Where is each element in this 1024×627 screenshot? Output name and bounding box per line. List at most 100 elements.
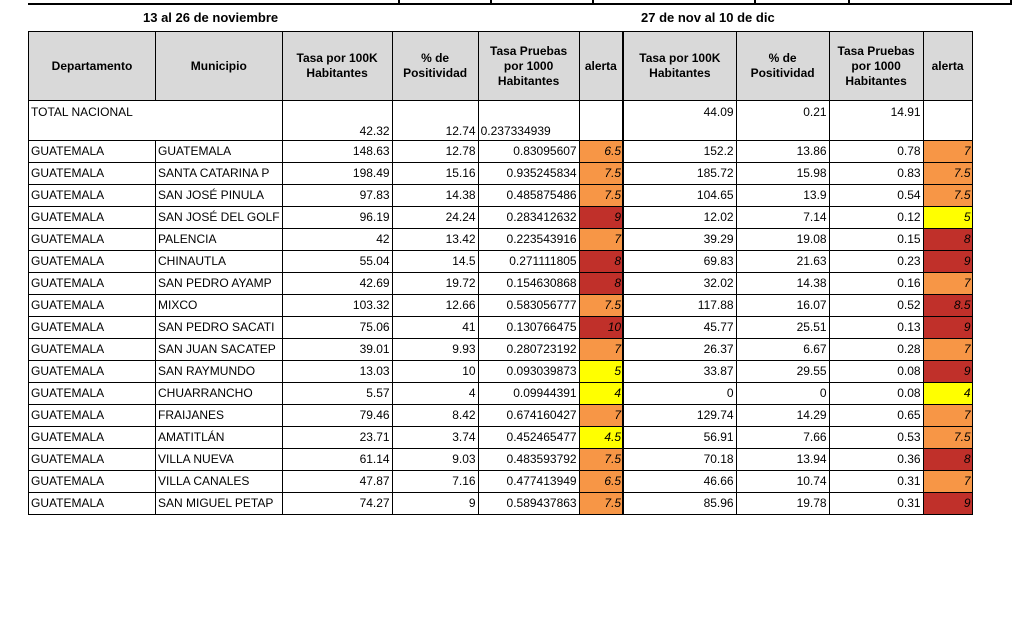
tasa-2-cell: 46.66 [622,470,737,493]
tasa-1-cell: 79.46 [281,404,393,427]
positividad-2-cell: 19.08 [735,228,830,251]
departamento-cell: GUATEMALA [28,228,156,251]
total-tasa-2: 44.09 [622,100,737,141]
tasa-2-cell: 117.88 [622,294,737,317]
tasa-2-cell: 39.29 [622,228,737,251]
departamento-cell: GUATEMALA [28,250,156,273]
alerta-1-cell: 8 [578,250,625,273]
pruebas-2-cell: 0.36 [828,448,924,471]
departamento-cell: GUATEMALA [28,206,156,229]
departamento-cell: GUATEMALA [28,316,156,339]
positividad-2-cell: 13.86 [735,140,830,163]
total-alerta-2 [922,100,973,141]
pruebas-2-cell: 0.15 [828,228,924,251]
pruebas-2-cell: 0.12 [828,206,924,229]
alerta-2-cell: 7 [922,140,973,163]
municipio-cell: CHINAUTLA [155,250,283,273]
municipio-cell: FRAIJANES [155,404,283,427]
pruebas-1-cell: 0.280723192 [477,338,580,361]
alerta-2-cell: 9 [922,250,973,273]
tasa-2-cell: 56.91 [622,426,737,449]
positividad-2-cell: 29.55 [735,360,830,383]
pruebas-2-cell: 0.08 [828,360,924,383]
positividad-1-cell: 12.66 [391,294,479,317]
positividad-2-cell: 21.63 [735,250,830,273]
alerta-1-cell: 7.5 [578,162,625,185]
alerta-1-cell: 10 [578,316,625,339]
table-row: GUATEMALA GUATEMALA 148.63 12.78 0.83095607 6… [28,140,973,163]
top-tick [490,0,492,5]
municipio-cell: SAN PEDRO AYAMP [155,272,283,295]
header-pruebas-1: Tasa Pruebas por 1000 Habitantes [477,31,580,101]
pruebas-1-cell: 0.093039873 [477,360,580,383]
departamento-cell: GUATEMALA [28,294,156,317]
tasa-2-cell: 85.96 [622,492,737,515]
alerta-2-cell: 8 [922,228,973,251]
positividad-1-cell: 12.78 [391,140,479,163]
pruebas-1-cell: 0.674160427 [477,404,580,427]
tasa-1-cell: 42.69 [281,272,393,295]
departamento-cell: GUATEMALA [28,382,156,405]
positividad-1-cell: 9.03 [391,448,479,471]
municipio-cell: SANTA CATARINA P [155,162,283,185]
pruebas-1-cell: 0.223543916 [477,228,580,251]
tasa-1-cell: 42 [281,228,393,251]
alerta-2-cell: 7.5 [922,426,973,449]
municipio-cell: SAN JUAN SACATEP [155,338,283,361]
pruebas-2-cell: 0.78 [828,140,924,163]
tasa-2-cell: 185.72 [622,162,737,185]
positividad-1-cell: 13.42 [391,228,479,251]
tasa-2-cell: 45.77 [622,316,737,339]
table-row: GUATEMALA SAN PEDRO AYAMP 42.69 19.72 0.1546… [28,272,973,295]
alerta-1-cell: 5 [578,360,625,383]
positividad-1-cell: 41 [391,316,479,339]
departamento-cell: GUATEMALA [28,404,156,427]
alerta-2-cell: 8.5 [922,294,973,317]
positividad-2-cell: 25.51 [735,316,830,339]
alerta-2-cell: 7.5 [922,162,973,185]
positividad-2-cell: 16.07 [735,294,830,317]
tasa-1-cell: 55.04 [281,250,393,273]
pruebas-1-cell: 0.485875486 [477,184,580,207]
municipio-cell: SAN PEDRO SACATI [155,316,283,339]
total-positividad-2: 0.21 [735,100,830,141]
municipio-cell: VILLA NUEVA [155,448,283,471]
table-row: GUATEMALA SAN MIGUEL PETAP 74.27 9 0.5894378… [28,492,973,515]
positividad-1-cell: 9 [391,492,479,515]
pruebas-2-cell: 0.83 [828,162,924,185]
data-table: Departamento Municipio Tasa por 100K Habi… [28,31,973,515]
departamento-cell: GUATEMALA [28,448,156,471]
table-row: GUATEMALA CHINAUTLA 55.04 14.5 0.271111805 8 6… [28,250,973,273]
municipio-cell: SAN JOSÉ DEL GOLF [155,206,283,229]
positividad-2-cell: 19.78 [735,492,830,515]
alerta-1-cell: 7.5 [578,294,625,317]
positividad-1-cell: 3.74 [391,426,479,449]
table-row: GUATEMALA SAN JUAN SACATEP 39.01 9.93 0.2807… [28,338,973,361]
alerta-2-cell: 4 [922,382,973,405]
pruebas-1-cell: 0.283412632 [477,206,580,229]
departamento-cell: GUATEMALA [28,426,156,449]
table-row: GUATEMALA CHUARRANCHO 5.57 4 0.09944391 4 0 0 0.… [28,382,973,405]
departamento-cell: GUATEMALA [28,360,156,383]
tasa-2-cell: 70.18 [622,448,737,471]
municipio-cell: SAN JOSÉ PINULA [155,184,283,207]
departamento-cell: GUATEMALA [28,338,156,361]
positividad-1-cell: 24.24 [391,206,479,229]
top-tick [848,0,850,5]
tasa-2-cell: 12.02 [622,206,737,229]
tasa-1-cell: 97.83 [281,184,393,207]
pruebas-1-cell: 0.452465477 [477,426,580,449]
table-row: GUATEMALA SAN RAYMUNDO 13.03 10 0.093039873 5… [28,360,973,383]
alerta-1-cell: 9 [578,206,625,229]
top-border-right [592,3,1011,5]
alerta-1-cell: 7 [578,404,625,427]
table-row: GUATEMALA SANTA CATARINA P 198.49 15.16 0.93… [28,162,973,185]
positividad-1-cell: 14.5 [391,250,479,273]
top-tick [398,0,400,5]
positividad-2-cell: 10.74 [735,470,830,493]
pruebas-2-cell: 0.16 [828,272,924,295]
table-row: GUATEMALA SAN JOSÉ DEL GOLF 96.19 24.24 0.28… [28,206,973,229]
positividad-1-cell: 8.42 [391,404,479,427]
alerta-1-cell: 7.5 [578,448,625,471]
alerta-1-cell: 7 [578,338,625,361]
